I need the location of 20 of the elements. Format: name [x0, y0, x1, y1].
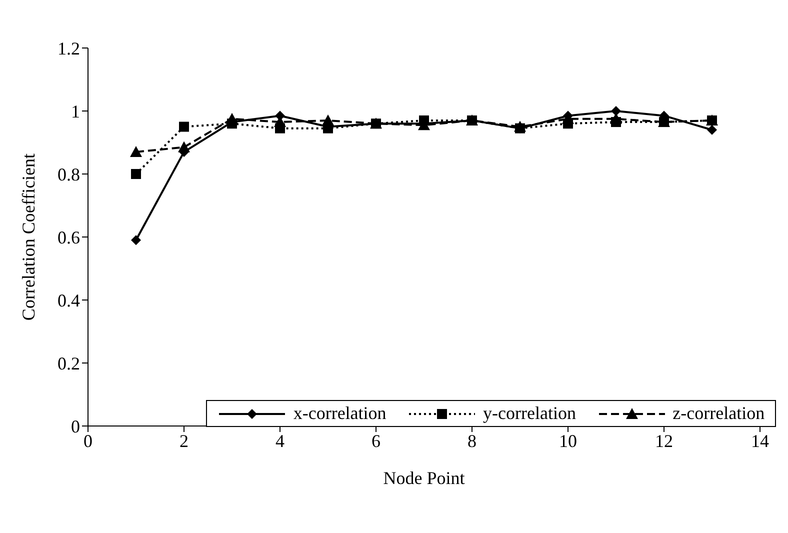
x-tick-label: 4: [276, 430, 284, 451]
y-tick-label: 1: [71, 101, 80, 122]
y-axis-title: Correlation Coefficient: [18, 153, 38, 321]
x-tick-label: 0: [84, 430, 92, 451]
y-tick-label: 0.8: [58, 164, 80, 184]
y-tick-label: 0: [71, 416, 80, 436]
legend-label: z-correlation: [672, 403, 765, 424]
y-tick-label: 0.2: [58, 353, 80, 374]
y-tick-label: 0.4: [58, 290, 80, 310]
y-tick-label: 0.6: [58, 227, 80, 248]
x-tick-label: 14: [751, 430, 769, 451]
x-tick-label: 12: [655, 430, 673, 451]
x-tick-label: 6: [372, 430, 380, 451]
x-tick-label: 8: [468, 430, 476, 451]
legend-label: y-correlation: [483, 403, 576, 424]
legend-label: x-correlation: [293, 403, 386, 424]
y-tick-label: 1.2: [58, 38, 80, 58]
x-tick-label: 2: [180, 430, 188, 451]
x-tick-label: 10: [559, 430, 577, 451]
x-axis-title: Node Point: [383, 468, 465, 488]
